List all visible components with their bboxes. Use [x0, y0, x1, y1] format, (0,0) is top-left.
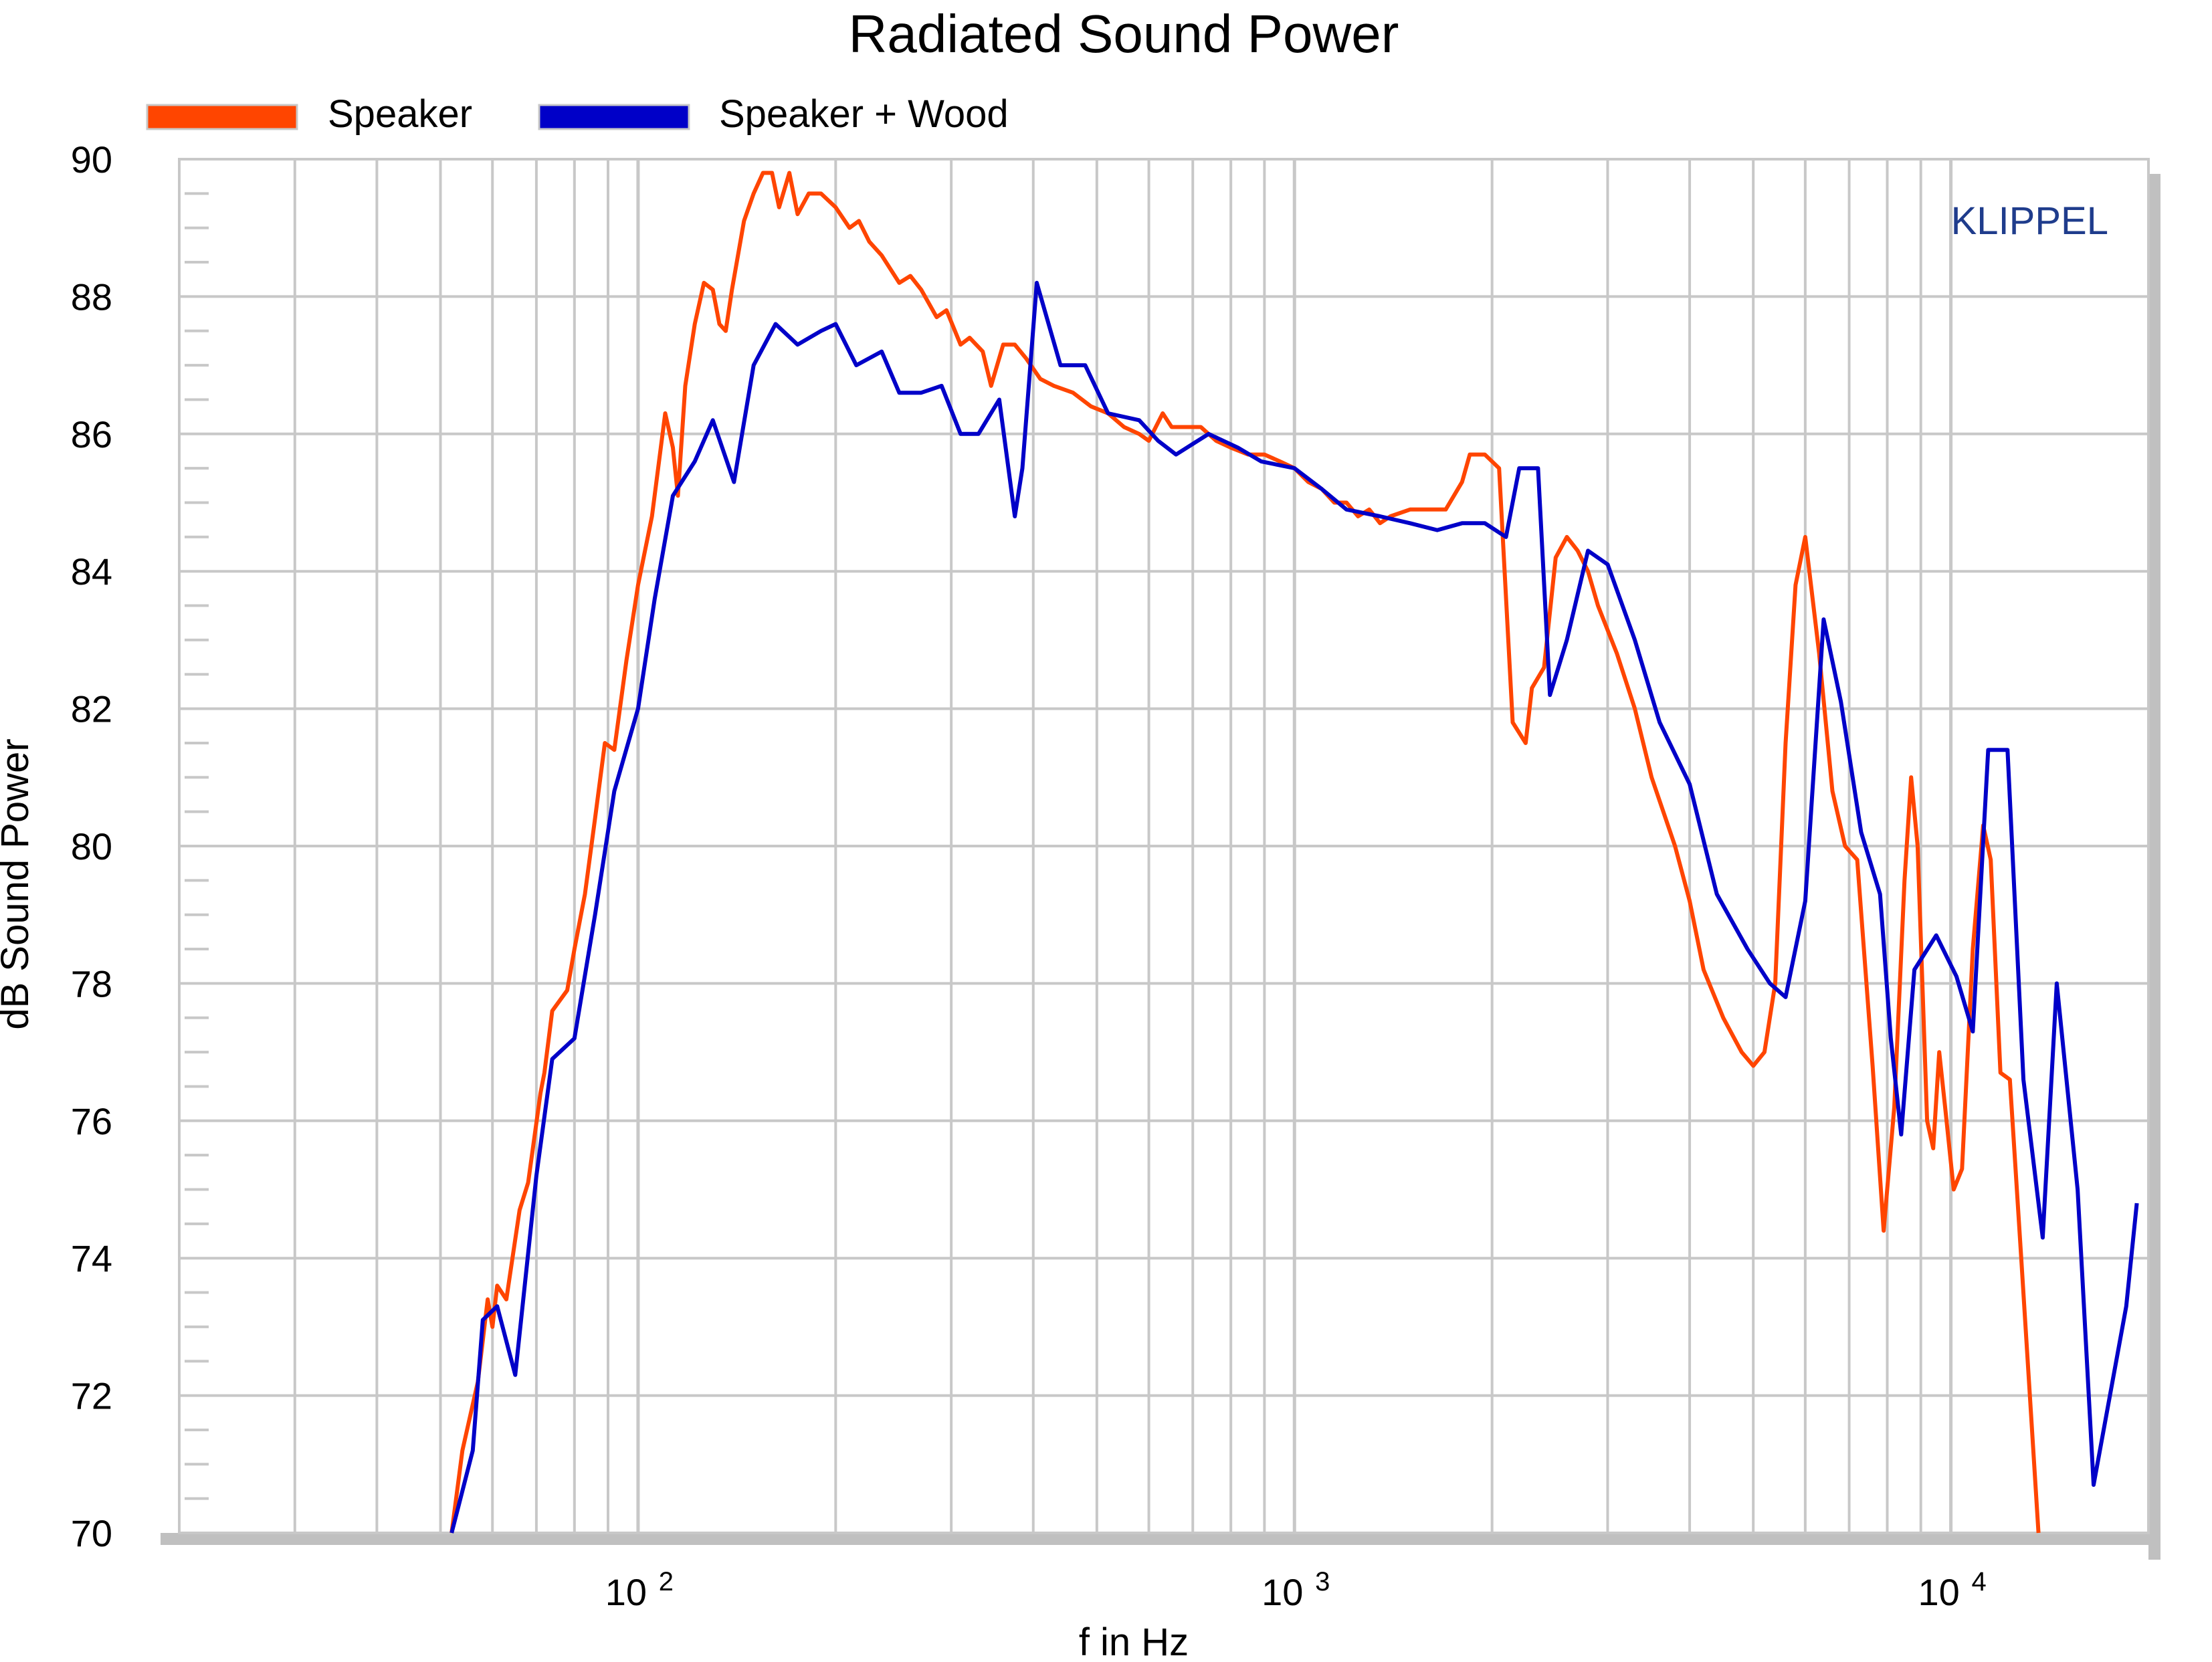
y-tick-label: 88 [71, 276, 112, 318]
grid-lines [179, 158, 2148, 1534]
shadow-right [2148, 174, 2160, 1560]
y-tick-label: 70 [71, 1512, 112, 1554]
watermark-label: KLIPPEL [1951, 199, 2108, 243]
shadow-bottom [161, 1533, 2160, 1545]
series-lines [449, 171, 2139, 1534]
y-tick-label: 86 [71, 413, 112, 455]
y-tick-label: 84 [71, 550, 112, 593]
chart-title: Radiated Sound Power [849, 4, 1399, 64]
series-line-speaker [449, 171, 2041, 1534]
axis-labels: 70 72 74 76 78 80 82 84 86 88 90 10 2 10 3 10 4 [71, 138, 1987, 1613]
y-tick-label: 78 [71, 962, 112, 1005]
x-tick-label: 10 [1918, 1571, 1959, 1613]
y-tick-label: 72 [71, 1375, 112, 1417]
legend-item-speaker-label: Speaker [328, 92, 472, 136]
legend-item-speaker-wood-swatch [538, 104, 690, 130]
legend-item-speaker-wood-label: Speaker + Wood [719, 92, 1009, 136]
y-tick-label: 82 [71, 688, 112, 730]
minor-tick-marks [185, 192, 209, 1500]
y-tick-label: 74 [71, 1237, 112, 1279]
plot-shadow-layer [161, 174, 2160, 1560]
y-tick-label: 80 [71, 825, 112, 867]
x-tick-exponent: 3 [1315, 1567, 1330, 1596]
x-axis-label: f in Hz [1079, 1621, 1189, 1659]
y-tick-label: 76 [71, 1100, 112, 1142]
x-tick-exponent: 4 [1971, 1567, 1986, 1596]
y-axis-label: dB Sound Power [0, 738, 37, 1029]
x-tick-label: 10 [605, 1571, 647, 1613]
x-tick-label: 10 [1262, 1571, 1303, 1613]
legend: Speaker Speaker + Wood [146, 92, 1009, 136]
legend-item-speaker-swatch [146, 104, 298, 130]
y-tick-label: 90 [71, 138, 112, 181]
series-line-speaker-wood [449, 280, 2139, 1534]
x-tick-exponent: 2 [659, 1567, 674, 1596]
